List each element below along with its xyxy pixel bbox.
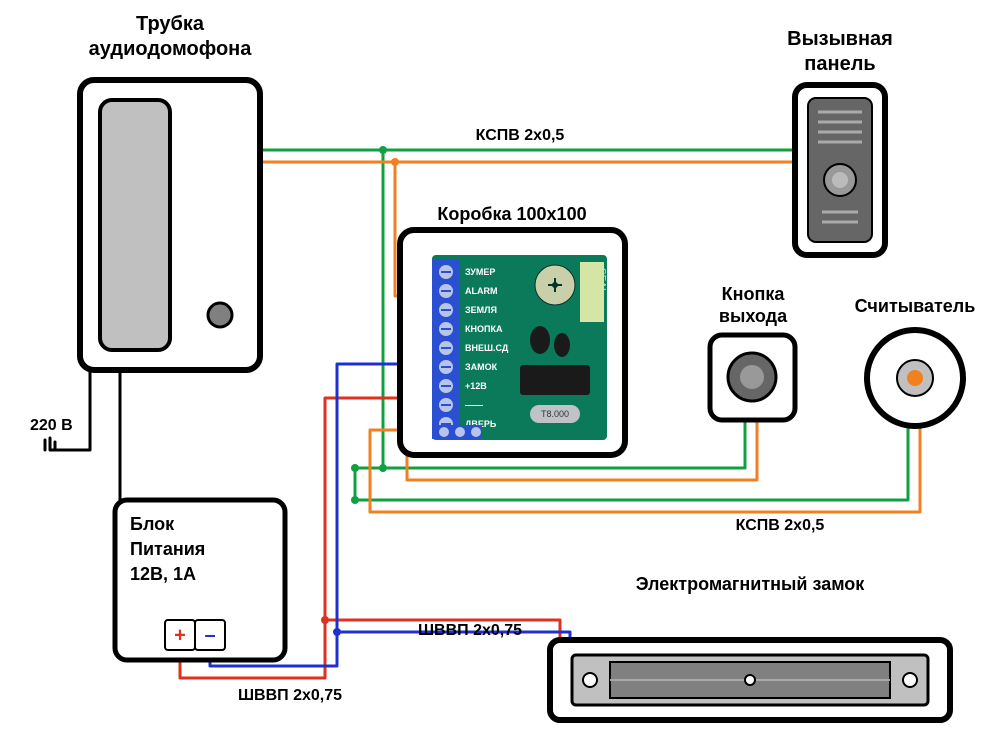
label-maglock: Электромагнитный замок: [636, 574, 866, 594]
label-psu-1: Блок: [130, 514, 175, 534]
reader: [867, 330, 963, 426]
cable-kspv-top: КСПВ 2x0,5: [476, 127, 565, 144]
junction-green-top: [379, 146, 387, 154]
cable-kspv-bottom: КСПВ 2x0,5: [736, 517, 825, 534]
label-callpanel-1: Вызывная: [787, 28, 893, 50]
label-exit-2: выхода: [719, 306, 788, 326]
junction-green-mid2: [351, 464, 359, 472]
exit-button: [710, 335, 795, 420]
svg-text:SEAL: SEAL: [596, 268, 607, 294]
handset-unit: [80, 80, 260, 370]
junction-red: [321, 616, 329, 624]
label-mains: 220 В: [30, 417, 73, 434]
label-psu-3: 12В, 1А: [130, 564, 196, 584]
cable-shvvp-left: ШВВП 2x0,75: [238, 687, 342, 704]
label-handset-1: Трубка: [136, 13, 205, 35]
junction-orange-top: [391, 158, 399, 166]
junction-green-reader: [351, 496, 359, 504]
svg-text:ЗАМОК: ЗАМОК: [465, 362, 498, 372]
svg-text:ALARM: ALARM: [465, 286, 498, 296]
label-psu-2: Питания: [130, 539, 205, 559]
label-callpanel-2: панель: [804, 53, 875, 75]
svg-text:+12В: +12В: [465, 381, 487, 391]
psu-plus: +: [174, 624, 186, 646]
label-exit-1: Кнопка: [722, 284, 786, 304]
call-panel: [795, 85, 885, 255]
electromagnetic-lock: [550, 640, 950, 720]
junction-box: ЗУМЕР ALARM ЗЕМЛЯ КНОПКА ВНЕШ.СД ЗАМОК +…: [400, 230, 625, 455]
svg-text:КНОПКА: КНОПКА: [465, 324, 503, 334]
label-box: Коробка 100x100: [437, 204, 586, 224]
cable-shvvp-right: ШВВП 2x0,75: [418, 622, 522, 639]
terminal-screws: [439, 265, 453, 431]
label-reader: Считыватель: [855, 296, 976, 316]
svg-text:ЗУМЕР: ЗУМЕР: [465, 267, 495, 277]
wiring-diagram: ЗУМЕР ALARM ЗЕМЛЯ КНОПКА ВНЕШ.СД ЗАМОК +…: [0, 0, 1000, 748]
svg-text:ЗЕМЛЯ: ЗЕМЛЯ: [465, 305, 497, 315]
junction-blue: [333, 628, 341, 636]
label-handset-2: аудиодомофона: [89, 38, 253, 60]
svg-text:ВНЕШ.СД: ВНЕШ.СД: [465, 343, 509, 353]
svg-text:——: ——: [465, 400, 483, 410]
svg-text:T8.000: T8.000: [541, 409, 569, 419]
wire-mains-ground: [45, 365, 90, 450]
psu-minus: –: [204, 624, 215, 646]
